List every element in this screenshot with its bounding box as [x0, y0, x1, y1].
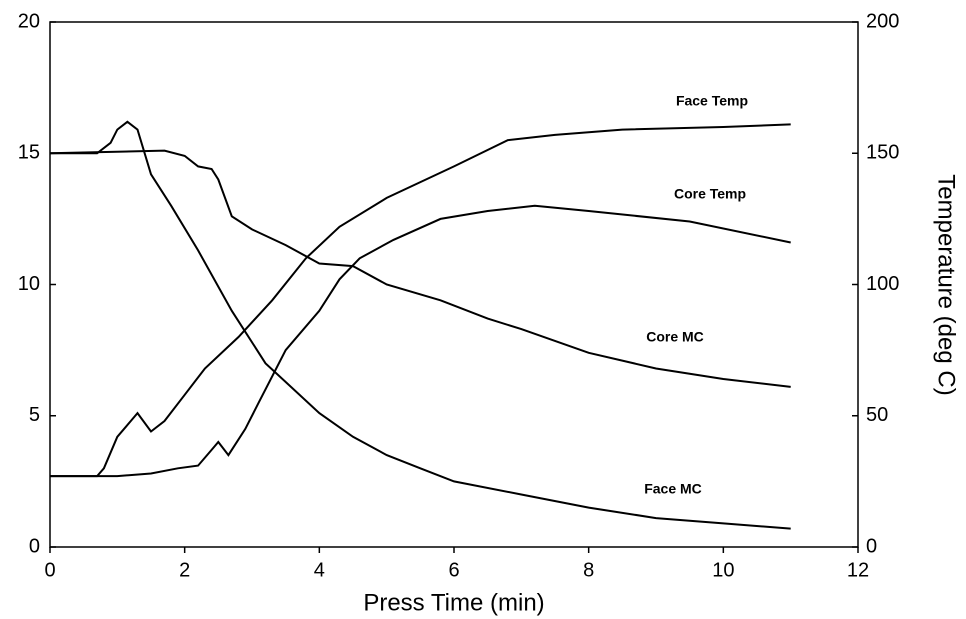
x-tick-label: 8 [583, 559, 594, 581]
x-tick-label: 4 [314, 559, 325, 581]
x-axis-label: Press Time (min) [363, 589, 544, 616]
x-tick-label: 12 [847, 559, 869, 581]
x-tick-label: 10 [712, 559, 734, 581]
series-line [50, 123, 791, 478]
y-tick-label: 0 [29, 535, 40, 557]
y-tick-label: 5 [29, 404, 40, 426]
y2-tick-label: 0 [866, 535, 877, 557]
y2-tick-label: 100 [866, 273, 899, 295]
y-tick-label: 20 [18, 10, 40, 32]
y2-tick-label: 150 [866, 142, 899, 164]
y2-tick-label: 50 [866, 404, 888, 426]
series-label: Face Temp [676, 93, 748, 109]
series-line [49, 149, 791, 388]
series-label: Core MC [646, 329, 704, 345]
y-tick-label: 10 [18, 273, 40, 295]
x-tick-label: 0 [44, 559, 55, 581]
y2-axis-label: Temperature (deg C) [933, 174, 960, 395]
y-tick-label: 15 [18, 142, 40, 164]
series-label: Face MC [644, 481, 702, 497]
series-label: Core Temp [674, 186, 746, 202]
x-tick-label: 6 [448, 559, 459, 581]
x-tick-label: 2 [179, 559, 190, 581]
series-line [50, 204, 791, 478]
y2-tick-label: 200 [866, 10, 899, 32]
series-line [50, 120, 791, 530]
